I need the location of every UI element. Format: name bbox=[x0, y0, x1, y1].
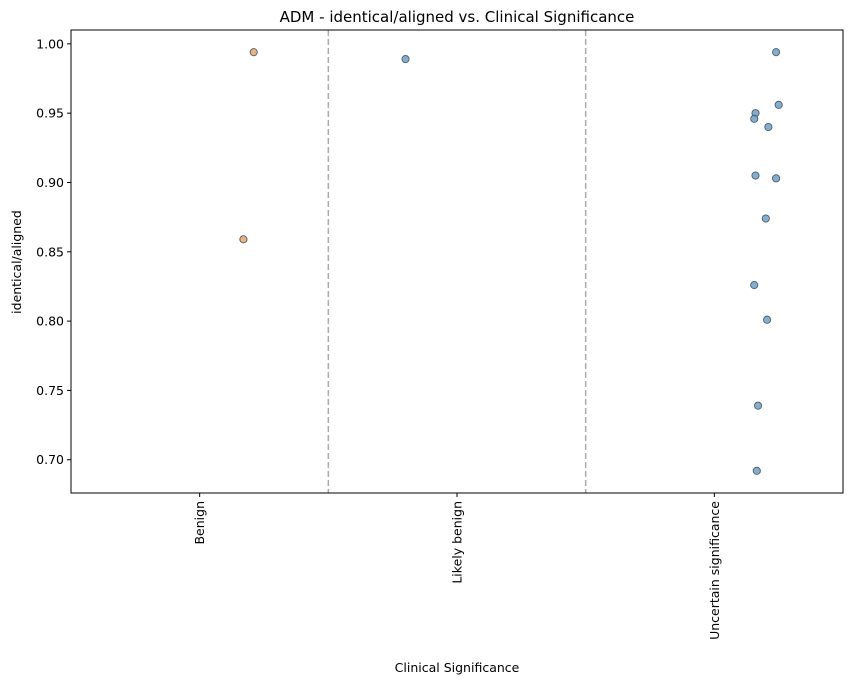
x-tick-label-benign: Benign bbox=[192, 501, 207, 545]
data-point-uncertain-significance bbox=[750, 281, 759, 290]
data-point-benign bbox=[239, 235, 248, 244]
data-point-uncertain-significance bbox=[752, 466, 761, 475]
category-separators bbox=[327, 30, 587, 493]
y-tick-label: 0.90 bbox=[36, 175, 64, 190]
data-point-uncertain-significance bbox=[772, 174, 781, 183]
y-axis: 0.70 0.75 0.80 0.85 0.90 0.95 1.00 bbox=[36, 36, 71, 467]
data-point-likely-benign bbox=[401, 55, 410, 64]
data-point-uncertain-significance bbox=[774, 100, 783, 109]
chart-title: ADM - identical/aligned vs. Clinical Sig… bbox=[280, 8, 635, 26]
data-point-uncertain-significance bbox=[772, 48, 781, 57]
data-point-uncertain-significance bbox=[750, 114, 759, 123]
data-point-uncertain-significance bbox=[754, 401, 763, 410]
y-tick-label: 0.85 bbox=[36, 244, 64, 259]
data-point-benign bbox=[249, 48, 258, 57]
x-axis: Benign Likely benign Uncertain significanc… bbox=[192, 493, 722, 640]
y-tick-label: 0.70 bbox=[36, 452, 64, 467]
y-tick-label: 0.95 bbox=[36, 106, 64, 121]
data-point-uncertain-significance bbox=[764, 122, 773, 132]
y-axis-label: identical/aligned bbox=[9, 210, 24, 314]
y-tick-label: 1.00 bbox=[36, 36, 64, 51]
data-point-uncertain-significance bbox=[763, 315, 772, 324]
x-tick-label-likely-benign: Likely benign bbox=[450, 501, 465, 584]
x-axis-label: Clinical Significance bbox=[395, 660, 520, 675]
data-points bbox=[239, 48, 783, 475]
data-point-uncertain-significance bbox=[761, 214, 770, 223]
y-tick-label: 0.75 bbox=[36, 383, 64, 398]
y-tick-label: 0.80 bbox=[36, 314, 64, 329]
plot-frame bbox=[70, 29, 844, 494]
data-point-uncertain-significance bbox=[751, 171, 760, 180]
x-tick-label-uncertain-significance: Uncertain significance bbox=[707, 501, 722, 640]
